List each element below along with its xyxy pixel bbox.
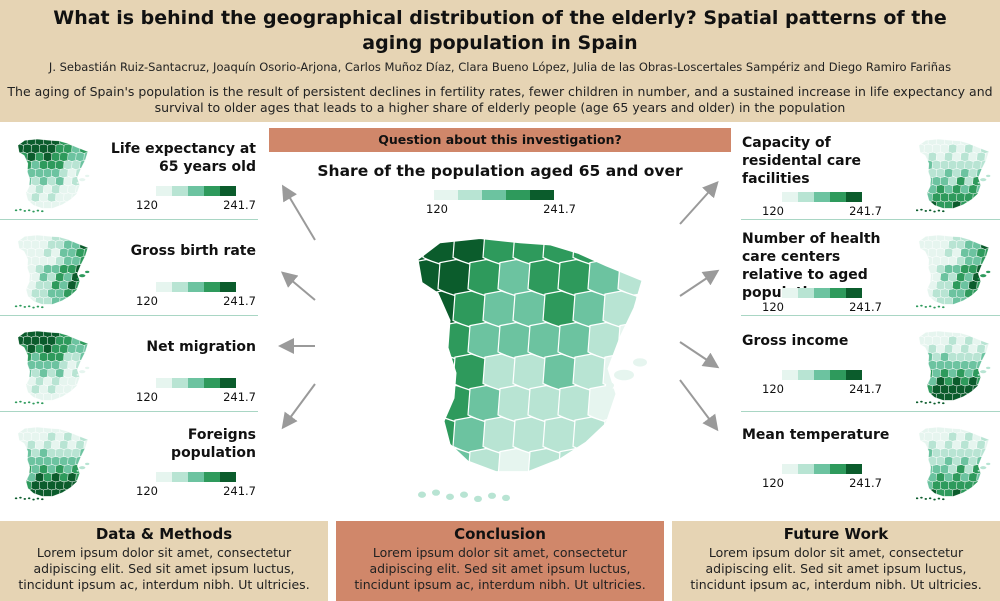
- panel-foreign-population: Foreigns population 120 241.7: [0, 412, 258, 508]
- panel-label: Life expectancy at 65 years old: [110, 141, 256, 175]
- mini-map-gross-income: [916, 330, 991, 405]
- panel-mean-temperature: Mean temperature 120 241.7: [741, 412, 1000, 508]
- panel-net-migration: Net migration 120 241.7: [0, 316, 258, 412]
- mini-map-health-centers: [916, 234, 991, 309]
- question-banner: Question about this investigation?: [269, 128, 731, 152]
- legend-max: 241.7: [223, 198, 256, 212]
- legend-max: 241.7: [849, 382, 882, 396]
- legend-min: 120: [136, 484, 158, 498]
- mini-map-net-migration: [14, 330, 90, 405]
- legend-bar: [156, 282, 236, 292]
- conclusion-text: Lorem ipsum dolor sit amet, consectetur …: [354, 545, 646, 592]
- legend-bar: [156, 472, 236, 482]
- legend-bar: [782, 192, 862, 202]
- legend-max: 241.7: [543, 202, 576, 216]
- legend-min: 120: [762, 476, 784, 490]
- future-work-box: Future Work Lorem ipsum dolor sit amet, …: [672, 521, 1000, 601]
- header-banner: What is behind the geographical distribu…: [0, 0, 1000, 122]
- panel-label: Foreigns population: [171, 427, 256, 461]
- main-legend: 120 241.7: [422, 190, 576, 220]
- panel-residential-care: Capacity of residental care facilities 1…: [741, 124, 1000, 220]
- legend-max: 241.7: [223, 294, 256, 308]
- mini-map-mean-temperature: [916, 426, 991, 501]
- legend-min: 120: [762, 204, 784, 218]
- data-methods-text: Lorem ipsum dolor sit amet, consectetur …: [18, 545, 310, 592]
- legend-max: 241.7: [849, 204, 882, 218]
- data-methods-title: Data & Methods: [95, 525, 233, 543]
- legend-min: 120: [136, 390, 158, 404]
- legend-max: 241.7: [223, 390, 256, 404]
- legend-min: 120: [762, 382, 784, 396]
- mini-map-birth-rate: [14, 234, 90, 309]
- panel-birth-rate: Gross birth rate 120 241.7: [0, 220, 258, 316]
- legend-min: 120: [426, 202, 448, 216]
- legend: 120 241.7: [136, 472, 256, 502]
- legend-min: 120: [136, 294, 158, 308]
- legend: 120 241.7: [136, 282, 256, 312]
- legend-bar: [156, 186, 236, 196]
- future-work-text: Lorem ipsum dolor sit amet, consectetur …: [690, 545, 982, 592]
- legend-bar: [782, 464, 862, 474]
- panel-label: Capacity of residental care facilities: [742, 135, 861, 187]
- intro-text: The aging of Spain's population is the r…: [7, 84, 993, 115]
- panel-label: Mean temperature: [742, 427, 890, 443]
- legend-max: 241.7: [849, 300, 882, 314]
- panel-label: Net migration: [146, 339, 256, 355]
- legend: 120 241.7: [762, 192, 882, 222]
- legend: 120 241.7: [136, 186, 256, 216]
- mini-map-residential-care: [916, 138, 991, 213]
- legend-bar: [434, 190, 554, 200]
- legend-bar: [782, 370, 862, 380]
- panel-health-centers: Number of health care centers relative t…: [741, 220, 1000, 316]
- conclusion-box: Conclusion Lorem ipsum dolor sit amet, c…: [336, 521, 664, 601]
- left-column: Life expectancy at 65 years old 120 241.…: [0, 124, 258, 508]
- poster-title: What is behind the geographical distribu…: [53, 7, 947, 54]
- data-methods-box: Data & Methods Lorem ipsum dolor sit ame…: [0, 521, 328, 601]
- right-column: Capacity of residental care facilities 1…: [741, 124, 1000, 508]
- center-section: Question about this investigation? Share…: [262, 124, 738, 514]
- legend: 120 241.7: [136, 378, 256, 408]
- legend-bar: [782, 288, 862, 298]
- conclusion-title: Conclusion: [454, 525, 546, 543]
- panel-label: Gross income: [742, 333, 849, 349]
- legend-min: 120: [762, 300, 784, 314]
- mini-map-foreign-population: [14, 426, 90, 501]
- authors-line: J. Sebastián Ruiz-Santacruz, Joaquín Oso…: [48, 60, 952, 74]
- legend-bar: [156, 378, 236, 388]
- panel-life-expectancy: Life expectancy at 65 years old 120 241.…: [0, 124, 258, 220]
- legend-max: 241.7: [849, 476, 882, 490]
- future-work-title: Future Work: [783, 525, 889, 543]
- main-map-spain: [417, 237, 647, 503]
- panel-label: Gross birth rate: [130, 243, 256, 259]
- legend-max: 241.7: [223, 484, 256, 498]
- mini-map-life-expectancy: [14, 138, 90, 213]
- main-map-title: Share of the population aged 65 and over: [317, 162, 683, 180]
- legend-min: 120: [136, 198, 158, 212]
- legend: 120 241.7: [762, 370, 882, 400]
- legend: 120 241.7: [762, 288, 882, 318]
- legend: 120 241.7: [762, 464, 882, 494]
- panel-gross-income: Gross income 120 241.7: [741, 316, 1000, 412]
